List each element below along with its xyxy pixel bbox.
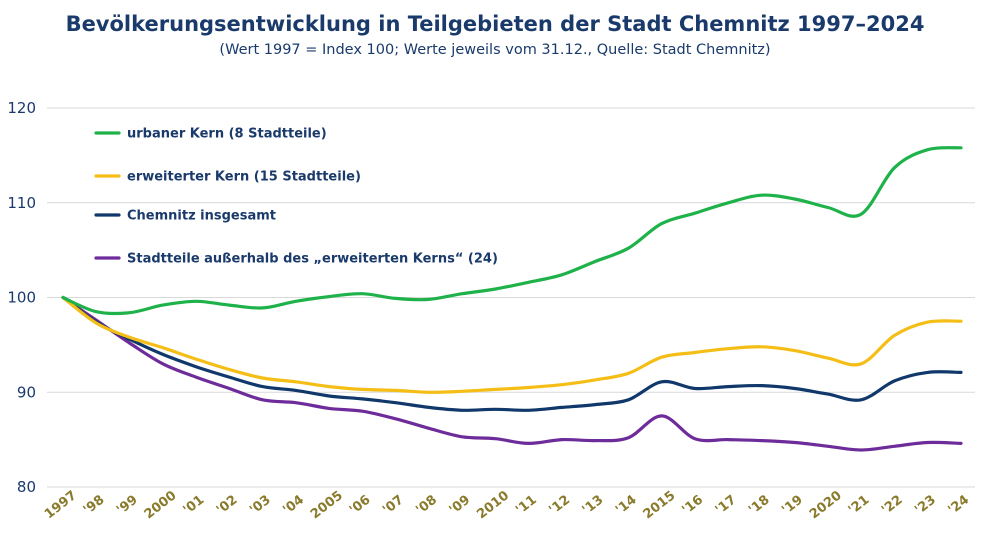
x-tick-label: 2010 <box>474 488 512 522</box>
y-tick-label: 100 <box>7 289 36 307</box>
x-tick-label: 2000 <box>142 488 180 522</box>
series-line-4 <box>61 295 963 452</box>
series-line-3 <box>61 295 963 412</box>
x-tick-label: '21 <box>846 493 873 518</box>
x-tick-label: 2020 <box>807 488 845 522</box>
series-line-2 <box>61 295 963 394</box>
x-tick-label: '16 <box>679 493 706 518</box>
x-tick-label: '03 <box>247 493 274 518</box>
x-tick-label: '06 <box>347 493 374 518</box>
legend-label-2: erweiterter Kern (15 Stadtteile) <box>127 170 361 185</box>
x-tick-label: '22 <box>879 493 906 518</box>
legend-label-1: urbaner Kern (8 Stadtteile) <box>127 127 327 142</box>
chart-title: Bevölkerungsentwicklung in Teilgebieten … <box>66 12 925 36</box>
y-tick-label: 110 <box>7 194 36 212</box>
x-tick-label: '99 <box>114 493 141 518</box>
x-tick-label: '23 <box>912 493 939 518</box>
chart-subtitle: (Wert 1997 = Index 100; Werte jeweils vo… <box>219 42 770 58</box>
series-line-1 <box>61 146 963 316</box>
x-tick-label: '18 <box>746 493 773 518</box>
series-lines <box>61 146 963 452</box>
x-tick-label: '02 <box>214 493 241 518</box>
x-tick-label: 1997 <box>42 488 80 522</box>
y-tick-label: 80 <box>17 478 36 496</box>
x-axis-ticks: 1997'98'99 2000'01'02'03'04 2005'06'07'08 '… <box>42 488 972 522</box>
x-tick-label: '19 <box>779 493 806 518</box>
x-tick-label: '11 <box>513 493 540 518</box>
x-tick-label: '98 <box>81 493 108 518</box>
x-tick-label: 2005 <box>308 488 346 522</box>
x-tick-label: '12 <box>546 493 573 518</box>
legend: urbaner Kern (8 Stadtteile) erweiterter K… <box>94 127 498 267</box>
x-tick-label: '07 <box>380 493 407 518</box>
x-tick-label: '08 <box>413 493 440 518</box>
legend-label-4: Stadtteile außerhalb des „erweiterten Ke… <box>127 252 498 267</box>
x-tick-label: '17 <box>713 493 740 518</box>
x-tick-label: '24 <box>946 493 973 518</box>
legend-label-3: Chemnitz insgesamt <box>127 209 276 224</box>
y-tick-label: 120 <box>7 99 36 117</box>
x-tick-label: '09 <box>447 493 474 518</box>
x-tick-label: '04 <box>280 493 307 518</box>
x-tick-label: '01 <box>181 493 208 518</box>
gridlines <box>47 107 975 488</box>
x-tick-label: '13 <box>580 493 607 518</box>
y-tick-label: 90 <box>17 383 36 401</box>
y-axis-ticks: 80 90 100 110 120 <box>7 99 36 496</box>
x-tick-label: '14 <box>613 493 640 518</box>
x-tick-label: 2015 <box>641 488 679 522</box>
